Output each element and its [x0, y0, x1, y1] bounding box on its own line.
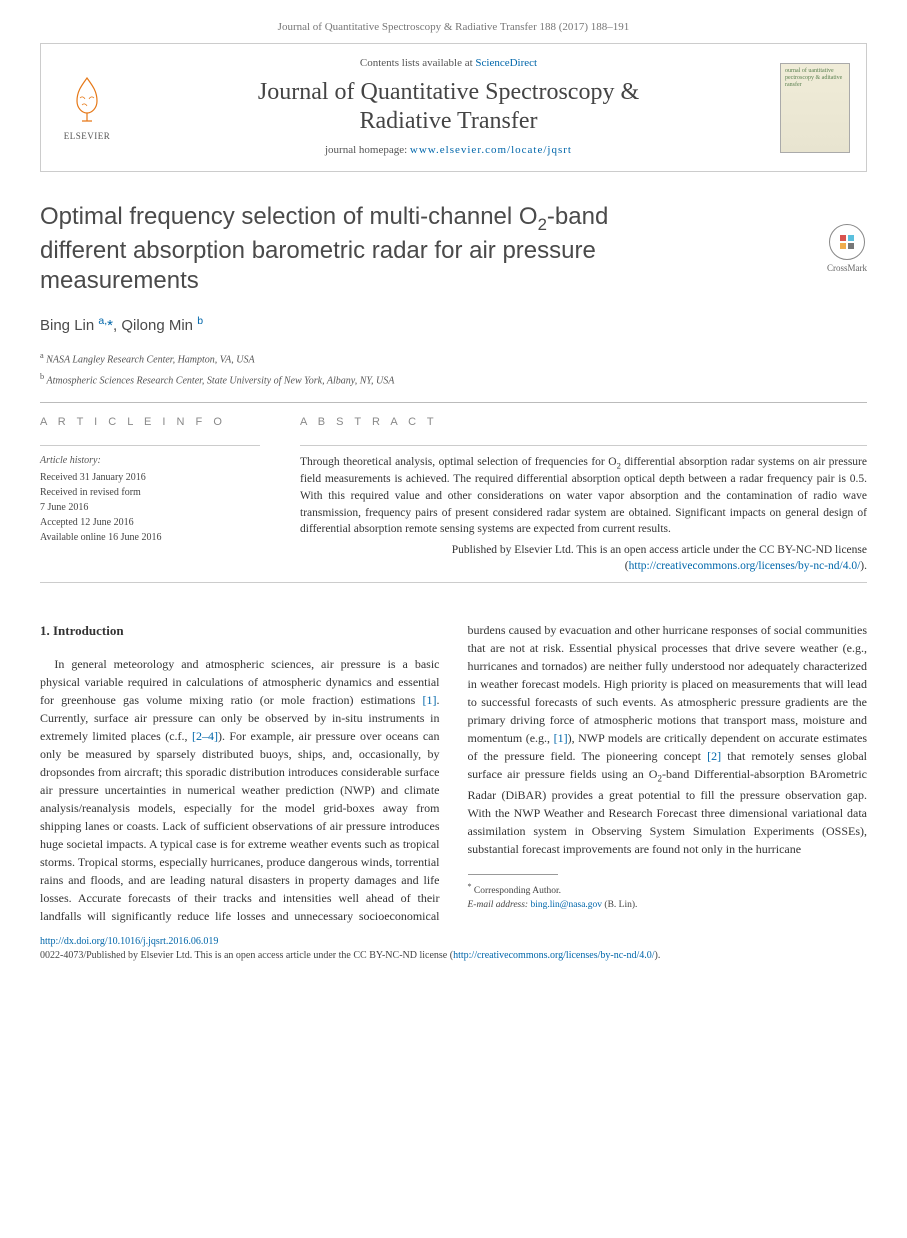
abstract-text: Through theoretical analysis, optimal se… — [300, 454, 867, 538]
journal-cover-thumb: ournal of uantitative pectroscopy & adit… — [780, 63, 850, 153]
article-title: Optimal frequency selection of multi-cha… — [40, 202, 660, 296]
email-suffix: (B. Lin). — [604, 900, 637, 910]
abstract: A B S T R A C T Through theoretical anal… — [300, 415, 867, 574]
body-columns: 1. Introduction In general meteorology a… — [40, 621, 867, 925]
footer-license-link[interactable]: http://creativecommons.org/licenses/by-n… — [453, 950, 654, 961]
rule-below-abstract — [40, 582, 867, 583]
elsevier-tree-icon — [62, 73, 112, 123]
footnote-corresponding: * Corresponding Author. — [468, 881, 868, 898]
doi-link[interactable]: http://dx.doi.org/10.1016/j.jqsrt.2016.0… — [40, 936, 218, 947]
footer: http://dx.doi.org/10.1016/j.jqsrt.2016.0… — [40, 935, 867, 963]
crossmark-label: CrossMark — [827, 262, 867, 275]
rule-above-info — [40, 402, 867, 403]
article-info: A R T I C L E I N F O Article history: R… — [40, 415, 260, 574]
elsevier-logo: ELSEVIER — [57, 73, 117, 143]
history-online: Available online 16 June 2016 — [40, 530, 260, 545]
publisher-text: Published by Elsevier Ltd. This is an op… — [452, 544, 867, 556]
email-link[interactable]: bing.lin@nasa.gov — [530, 900, 602, 910]
issn-prefix: 0022-4073/Published by Elsevier Ltd. Thi… — [40, 950, 453, 961]
journal-header: ELSEVIER Contents lists available at Sci… — [40, 43, 867, 171]
contents-line: Contents lists available at ScienceDirec… — [133, 56, 764, 71]
issn-suffix: ). — [655, 950, 661, 961]
top-citation: Journal of Quantitative Spectroscopy & R… — [40, 20, 867, 35]
header-center: Contents lists available at ScienceDirec… — [133, 56, 764, 158]
footnote-email: E-mail address: bing.lin@nasa.gov (B. Li… — [468, 899, 868, 912]
sciencedirect-link[interactable]: ScienceDirect — [475, 57, 537, 69]
homepage-link[interactable]: www.elsevier.com/locate/jqsrt — [410, 144, 572, 156]
affiliation-b-text: Atmospheric Sciences Research Center, St… — [47, 375, 395, 386]
history-accepted: Accepted 12 June 2016 — [40, 515, 260, 530]
article-info-heading: A R T I C L E I N F O — [40, 415, 260, 430]
section-1-heading: 1. Introduction — [40, 621, 440, 641]
contents-prefix: Contents lists available at — [360, 57, 475, 69]
info-abstract-row: A R T I C L E I N F O Article history: R… — [40, 415, 867, 574]
affiliation-a: a NASA Langley Research Center, Hampton,… — [40, 350, 867, 367]
history-received: Received 31 January 2016 — [40, 470, 260, 485]
elsevier-label: ELSEVIER — [57, 130, 117, 143]
journal-name: Journal of Quantitative Spectroscopy & R… — [133, 78, 764, 136]
abstract-subrule — [300, 445, 867, 446]
corresponding-label: Corresponding Author. — [474, 886, 561, 896]
crossmark-badge[interactable]: CrossMark — [827, 224, 867, 275]
journal-name-line1: Journal of Quantitative Spectroscopy & — [258, 79, 639, 105]
journal-name-line2: Radiative Transfer — [360, 108, 538, 134]
homepage-line: journal homepage: www.elsevier.com/locat… — [133, 143, 764, 158]
affiliation-a-text: NASA Langley Research Center, Hampton, V… — [46, 354, 254, 365]
history-revised-1: Received in revised form — [40, 485, 260, 500]
email-label: E-mail address: — [468, 900, 529, 910]
history-revised-2: 7 June 2016 — [40, 500, 260, 515]
footnote-block: * Corresponding Author. E-mail address: … — [468, 874, 868, 912]
license-link[interactable]: http://creativecommons.org/licenses/by-n… — [629, 560, 861, 572]
authors: Bing Lin a,*, Qilong Min b — [40, 314, 867, 336]
abstract-heading: A B S T R A C T — [300, 415, 867, 430]
history-label: Article history: — [40, 454, 260, 468]
publisher-line: Published by Elsevier Ltd. This is an op… — [300, 542, 867, 574]
crossmark-icon — [829, 224, 865, 260]
affiliation-b: b Atmospheric Sciences Research Center, … — [40, 371, 867, 388]
homepage-prefix: journal homepage: — [325, 144, 410, 156]
info-subrule — [40, 445, 260, 446]
footnote-rule — [468, 874, 558, 875]
